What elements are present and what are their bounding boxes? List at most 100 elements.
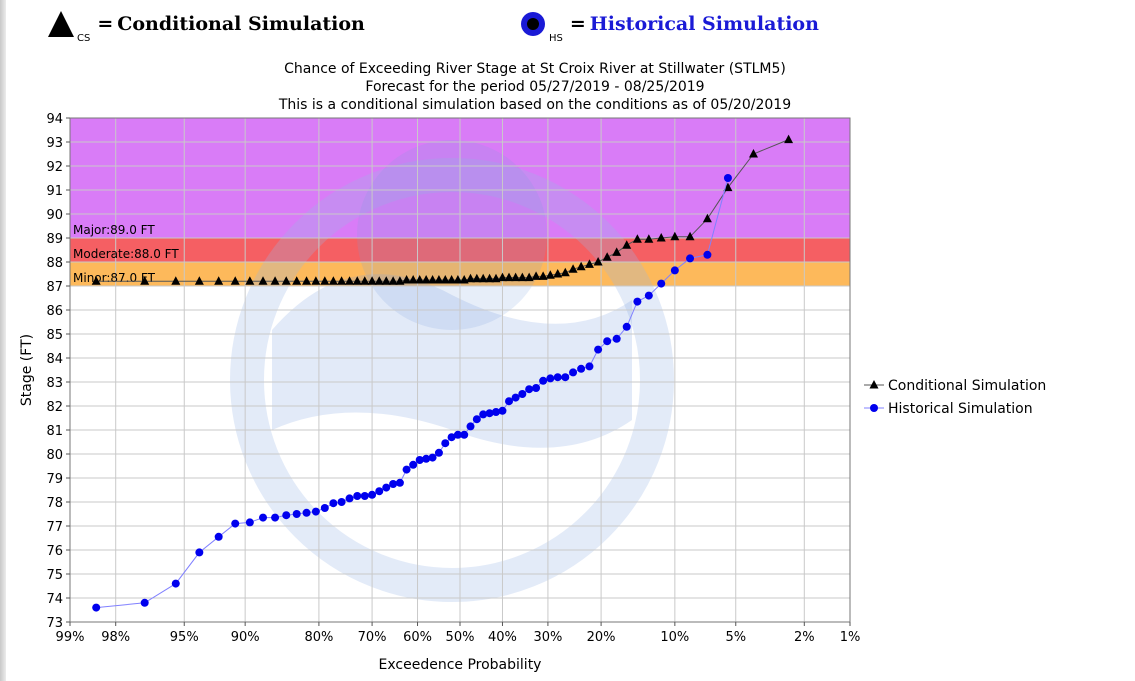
data-point-triangle (337, 276, 347, 285)
data-point-circle (585, 362, 594, 371)
data-point-circle (245, 518, 254, 527)
legend-top-equals: = (569, 13, 586, 35)
data-point-triangle (230, 276, 240, 285)
data-point-circle (539, 376, 548, 385)
legend-top-cs-sub: CS (77, 33, 91, 44)
x-tick-label: 70% (358, 630, 387, 645)
legend-top-hs-label: Historical Simulation (589, 13, 819, 35)
triangle-icon (48, 11, 74, 37)
data-point-circle (441, 439, 450, 448)
y-tick-label: 88 (46, 256, 63, 271)
data-point-triangle (632, 234, 642, 243)
data-point-circle (644, 291, 653, 300)
data-point-triangle (511, 272, 521, 282)
data-point-triangle (91, 276, 101, 285)
data-point-circle (345, 494, 354, 503)
x-tick-label: 40% (488, 630, 517, 645)
y-tick-label: 79 (46, 472, 63, 487)
data-point-circle (686, 254, 695, 263)
y-tick-label: 83 (46, 376, 63, 391)
data-point-circle (395, 478, 404, 487)
y-tick-label: 80 (46, 448, 63, 463)
data-point-circle (292, 510, 301, 518)
data-point-triangle (568, 264, 578, 273)
x-tick-label: 80% (304, 630, 333, 645)
data-point-circle (453, 430, 462, 439)
data-point-circle (525, 385, 534, 394)
chart-title-line: Chance of Exceeding River Stage at St Cr… (284, 61, 786, 77)
data-point-circle (311, 507, 320, 516)
data-point-triangle (491, 273, 501, 283)
y-tick-label: 90 (46, 208, 63, 223)
data-point-triangle (723, 182, 733, 192)
y-tick-label: 87 (46, 280, 63, 295)
data-point-circle (657, 279, 666, 288)
data-point-circle (447, 433, 456, 442)
legend-label: Historical Simulation (888, 401, 1033, 417)
data-point-triangle (702, 213, 712, 223)
data-point-triangle (320, 276, 330, 285)
data-point-circle (214, 532, 223, 541)
data-point-circle (415, 456, 424, 464)
data-point-triangle (538, 271, 548, 280)
data-point-triangle (214, 276, 224, 285)
data-point-circle (337, 498, 346, 506)
data-point-circle (302, 508, 311, 517)
data-point-triangle (466, 273, 476, 283)
data-point-circle (320, 504, 329, 512)
data-point-circle (723, 174, 732, 182)
y-tick-label: 86 (46, 304, 63, 319)
data-point-circle (612, 334, 621, 343)
noaa-logo-watermark (230, 140, 674, 602)
y-tick-label: 73 (46, 616, 63, 631)
data-point-triangle (748, 149, 758, 158)
data-point-triangle (328, 276, 338, 285)
x-tick-label: 98% (101, 630, 130, 645)
data-point-circle (561, 373, 570, 382)
data-point-circle (577, 364, 586, 373)
data-point-circle (546, 374, 555, 383)
data-point-triangle (360, 276, 370, 285)
data-point-triangle (408, 275, 418, 284)
data-point-triangle (560, 267, 570, 277)
data-point-circle (140, 598, 149, 607)
data-point-triangle (434, 275, 444, 284)
data-point-triangle (381, 276, 391, 285)
flood-band-label: Moderate:88.0 FT (73, 247, 179, 261)
legend-top-equals: = (97, 13, 114, 35)
legend-top-hs-sub: HS (549, 33, 563, 44)
circle-icon (521, 12, 545, 36)
flood-band-label: Major:89.0 FT (73, 223, 155, 237)
legend-top-cs-label: Conditional Simulation (117, 13, 365, 35)
data-point-triangle (497, 272, 507, 282)
data-point-circle (498, 406, 507, 415)
data-point-triangle (374, 276, 384, 285)
y-tick-label: 84 (46, 352, 63, 367)
data-point-triangle (415, 275, 425, 284)
x-tick-label: 60% (403, 630, 432, 645)
data-point-triangle (531, 271, 541, 280)
chart-title-line: This is a conditional simulation based o… (278, 97, 791, 113)
legend-marker-triangle (869, 380, 879, 389)
data-point-circle (479, 410, 488, 419)
data-point-circle (603, 337, 612, 346)
data-point-circle (92, 603, 101, 612)
legend-marker-circle (870, 404, 878, 412)
data-point-triangle (553, 269, 563, 278)
legend-top-conditional: CS = Conditional Simulation (46, 6, 365, 44)
y-tick-label: 81 (46, 424, 63, 439)
data-point-circle (382, 483, 391, 492)
y-tick-label: 93 (46, 136, 63, 151)
data-point-circle (622, 322, 631, 331)
data-point-triangle (459, 275, 469, 284)
data-point-circle (485, 409, 494, 418)
x-tick-label: 90% (231, 630, 260, 645)
data-point-triangle (670, 231, 680, 241)
data-point-triangle (258, 276, 268, 285)
data-point-triangle (472, 273, 482, 283)
data-point-triangle (440, 275, 450, 284)
data-point-circle (491, 408, 500, 416)
data-point-circle (553, 373, 562, 382)
data-point-triangle (602, 252, 612, 261)
data-point-circle (368, 490, 377, 499)
